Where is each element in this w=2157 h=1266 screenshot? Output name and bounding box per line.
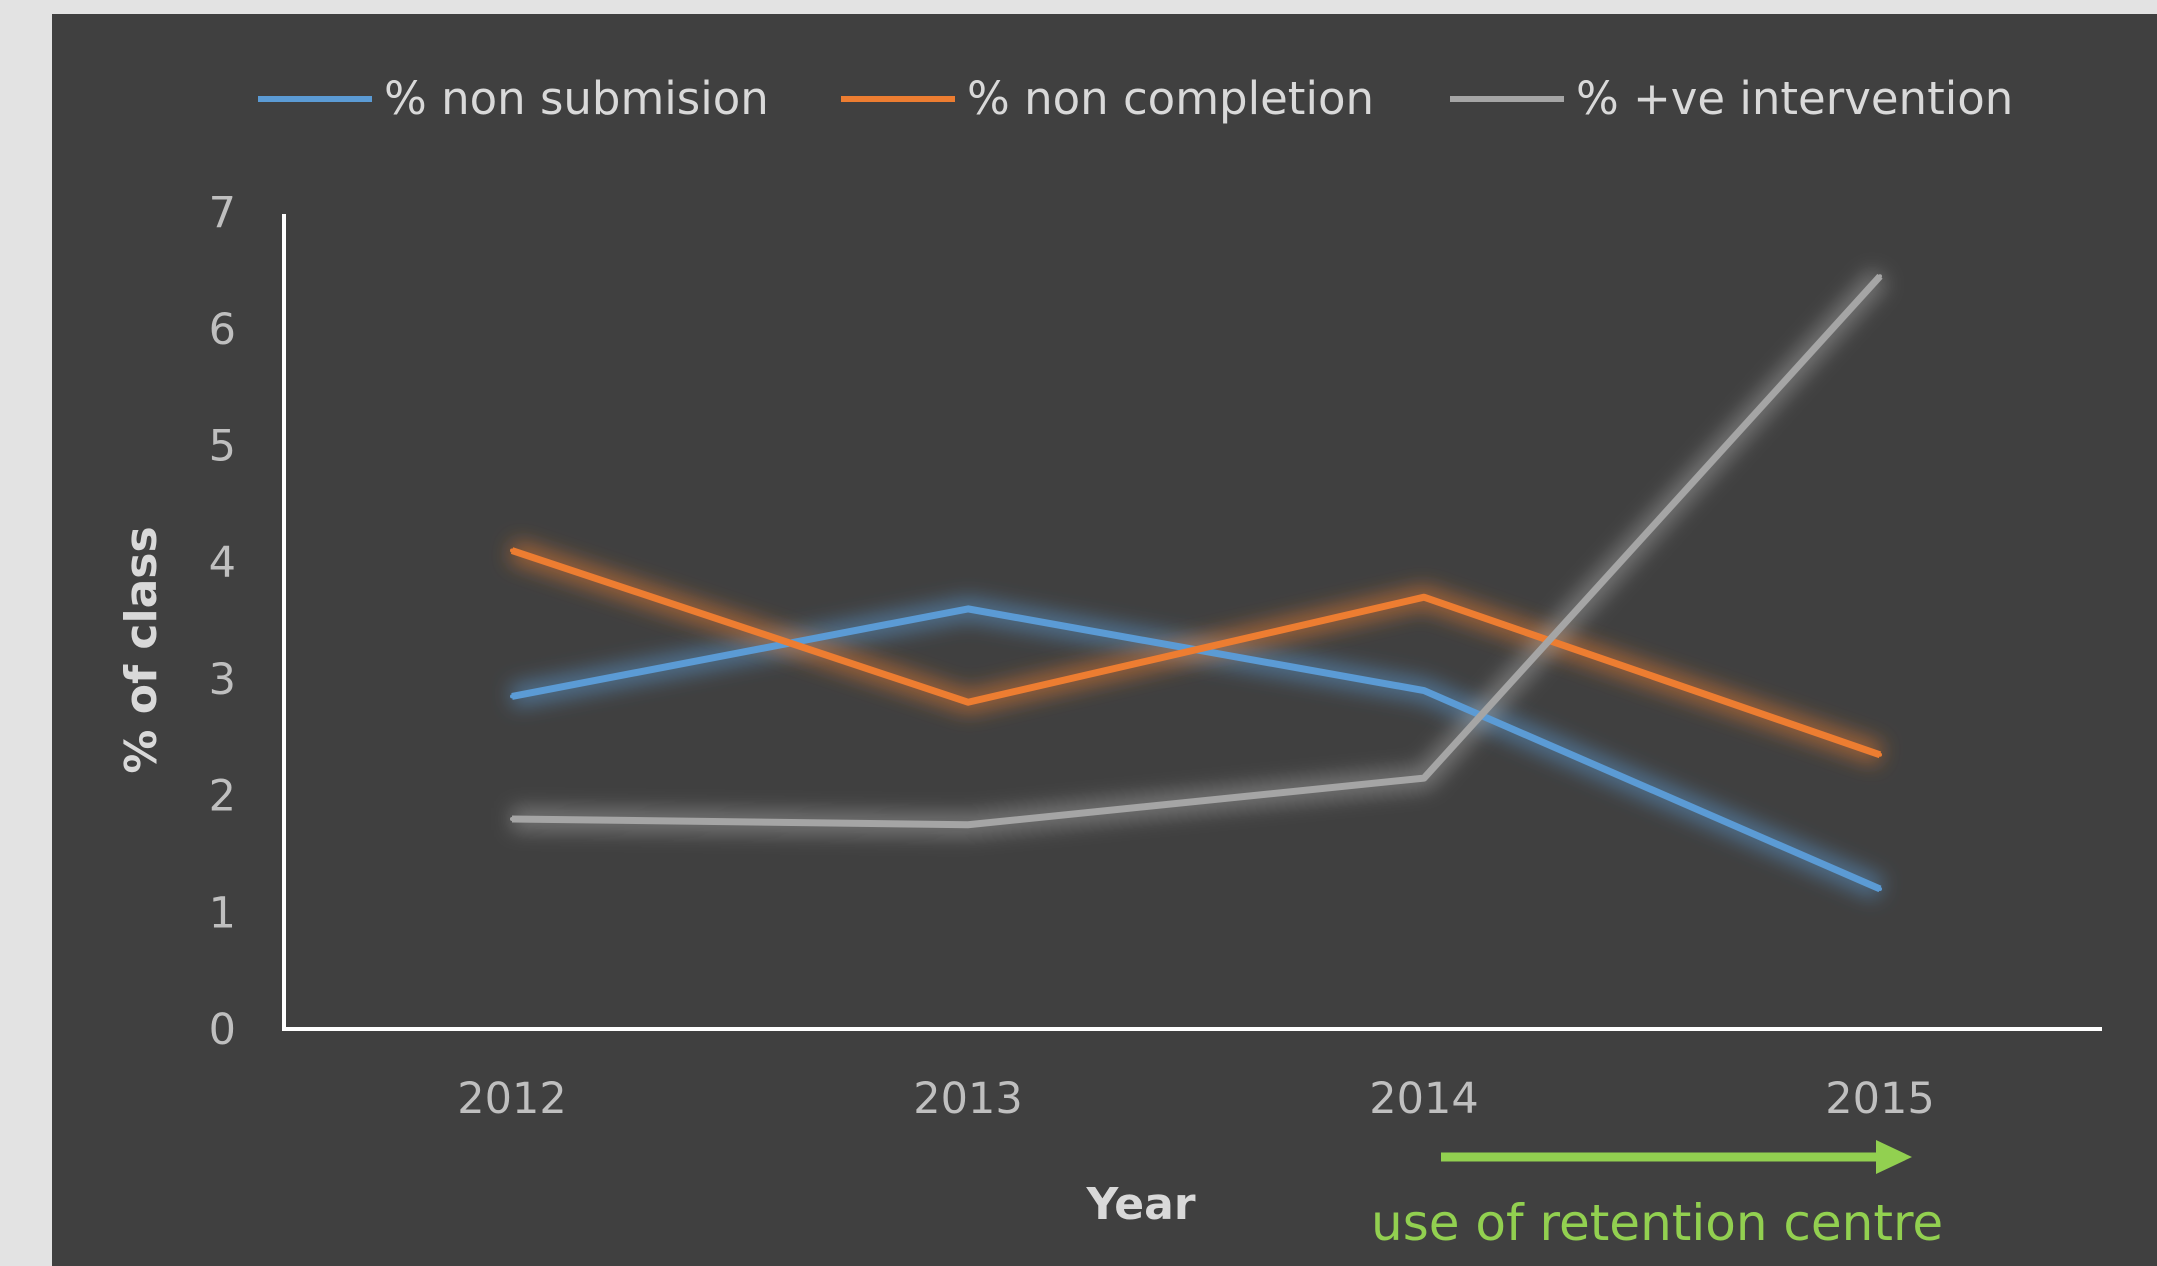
y-tick-label: 5	[209, 422, 236, 472]
data-point	[1422, 776, 1426, 781]
legend-label: % non submision	[384, 72, 769, 125]
data-point	[1878, 752, 1882, 757]
legend-label: % +ve intervention	[1576, 72, 2013, 125]
data-point	[966, 606, 970, 611]
series-line-2	[511, 273, 1883, 829]
legend: % non submision % non completion % +ve int…	[258, 72, 2013, 125]
legend-label: % non completion	[967, 72, 1374, 125]
y-tick-label: 0	[209, 1005, 236, 1055]
data-point	[1422, 688, 1426, 693]
x-axis-title: Year	[1085, 1179, 1195, 1230]
retention-annotation: use of retention centre	[1371, 1140, 1943, 1252]
x-tick-label: 2015	[1825, 1074, 1934, 1124]
data-point	[510, 548, 514, 553]
series-line-1	[510, 547, 1882, 759]
y-tick-label: 6	[209, 305, 236, 355]
y-tick-label: 7	[209, 188, 236, 238]
y-tick-label: 3	[209, 655, 236, 705]
series-glow-2	[511, 268, 1889, 836]
data-point	[510, 694, 514, 699]
data-point	[1878, 274, 1882, 279]
x-axis-ticks: 2012 2013 2014 2015	[457, 1074, 1934, 1124]
annotation-text: use of retention centre	[1371, 1194, 1943, 1252]
x-tick-label: 2014	[1369, 1074, 1478, 1124]
series-lines	[510, 273, 1883, 893]
data-point	[966, 822, 970, 827]
annotation-arrow-head	[1876, 1140, 1912, 1174]
x-tick-label: 2012	[457, 1074, 566, 1124]
data-point	[1878, 886, 1882, 891]
x-tick-label: 2013	[913, 1074, 1022, 1124]
data-point	[510, 816, 514, 821]
y-tick-label: 2	[209, 772, 236, 822]
y-axis-title: % of class	[116, 526, 167, 773]
y-tick-label: 1	[209, 888, 236, 938]
y-tick-label: 4	[209, 538, 236, 588]
data-point	[1422, 595, 1426, 600]
data-point	[966, 700, 970, 705]
y-axis-ticks: 0 1 2 3 4 5 6 7	[209, 188, 236, 1055]
